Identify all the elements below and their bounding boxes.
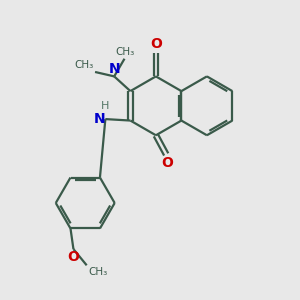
Text: N: N [94, 112, 105, 126]
Text: CH₃: CH₃ [74, 61, 94, 70]
Text: N: N [108, 61, 120, 76]
Text: O: O [150, 38, 162, 51]
Text: O: O [68, 250, 80, 264]
Text: CH₃: CH₃ [88, 267, 107, 277]
Text: CH₃: CH₃ [115, 47, 134, 57]
Text: O: O [162, 156, 174, 170]
Text: H: H [100, 101, 109, 111]
